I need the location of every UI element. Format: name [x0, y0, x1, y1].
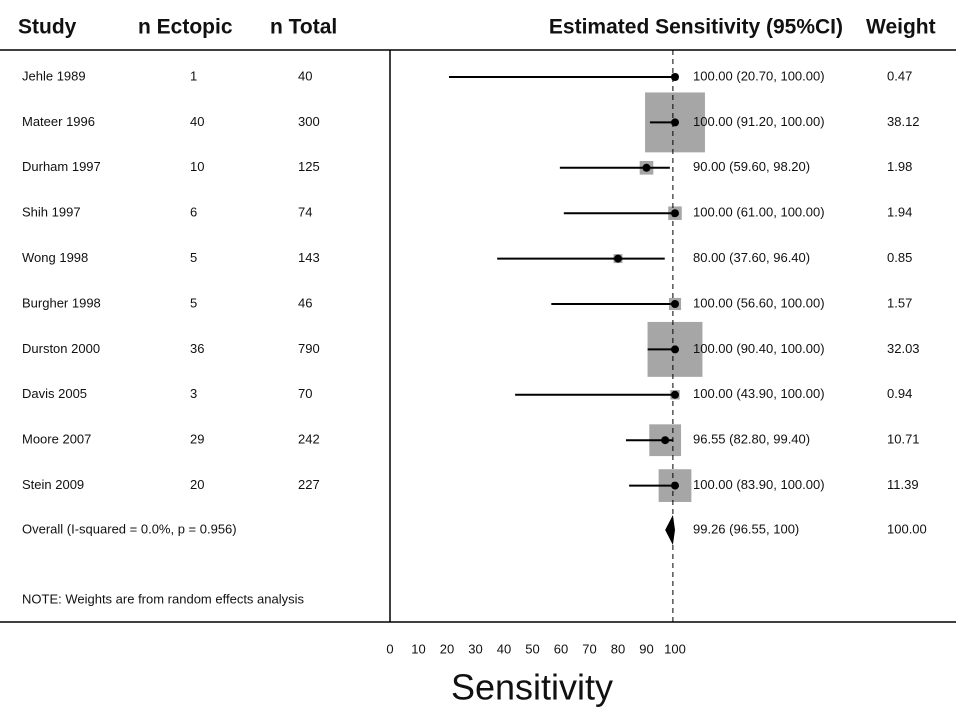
ci-label: 100.00 (83.90, 100.00) [693, 477, 825, 492]
weight-label: 1.57 [887, 295, 912, 310]
ci-label: 100.00 (20.70, 100.00) [693, 68, 825, 83]
study-name: Moore 2007 [22, 432, 91, 447]
n-ectopic: 1 [190, 68, 197, 83]
weight-label: 38.12 [887, 114, 920, 129]
n-ectopic: 20 [190, 477, 204, 492]
point-estimate [671, 390, 679, 399]
ci-label: 100.00 (56.60, 100.00) [693, 295, 825, 310]
study-name: Jehle 1989 [22, 68, 86, 83]
n-ectopic: 5 [190, 250, 197, 265]
weight-label: 0.85 [887, 250, 912, 265]
weight-label: 11.39 [887, 477, 919, 492]
weight-label: 1.94 [887, 205, 912, 220]
ci-label: 100.00 (90.40, 100.00) [693, 341, 825, 356]
x-tick-label: 80 [611, 641, 625, 656]
n-total: 790 [298, 341, 320, 356]
x-axis-label: Sensitivity [451, 667, 613, 708]
point-estimate [671, 481, 679, 490]
ci-label: 100.00 (43.90, 100.00) [693, 386, 825, 401]
study-name: Stein 2009 [22, 477, 84, 492]
weight-label: 0.47 [887, 68, 912, 83]
x-tick-label: 100 [664, 641, 686, 656]
ci-label: 100.00 (91.20, 100.00) [693, 114, 825, 129]
n-total: 46 [298, 295, 312, 310]
x-tick-label: 10 [411, 641, 425, 656]
column-header: n Ectopic [138, 16, 233, 39]
x-tick-label: 40 [497, 641, 511, 656]
x-tick-label: 70 [582, 641, 596, 656]
n-ectopic: 10 [190, 159, 204, 174]
point-estimate [671, 73, 679, 81]
study-name: Durham 1997 [22, 159, 101, 174]
n-total: 300 [298, 114, 320, 129]
x-tick-label: 30 [468, 641, 482, 656]
n-total: 242 [298, 432, 320, 447]
column-header: n Total [270, 16, 337, 39]
n-ectopic: 6 [190, 205, 197, 220]
point-estimate [671, 345, 679, 354]
study-name: Mateer 1996 [22, 114, 95, 129]
point-estimate [671, 209, 679, 218]
x-tick-label: 90 [639, 641, 653, 656]
ci-label: 90.00 (59.60, 98.20) [693, 159, 810, 174]
study-name: Burgher 1998 [22, 295, 101, 310]
n-ectopic: 29 [190, 432, 204, 447]
n-ectopic: 5 [190, 295, 197, 310]
study-name: Durston 2000 [22, 341, 100, 356]
ci-label: 100.00 (61.00, 100.00) [693, 205, 825, 220]
n-total: 125 [298, 159, 320, 174]
weight-label: 10.71 [887, 432, 920, 447]
overall-weight: 100.00 [887, 521, 927, 536]
note: NOTE: Weights are from random effects an… [22, 591, 305, 606]
x-tick-label: 20 [440, 641, 454, 656]
point-estimate [671, 300, 679, 308]
weight-label: 32.03 [887, 341, 920, 356]
overall-label: Overall (I-squared = 0.0%, p = 0.956) [22, 521, 237, 536]
weight-label: 1.98 [887, 159, 912, 174]
point-estimate [614, 254, 622, 263]
n-ectopic: 36 [190, 341, 204, 356]
overall-diamond [665, 515, 675, 545]
weight-label: 0.94 [887, 386, 912, 401]
point-estimate [671, 118, 679, 127]
x-tick-label: 0 [386, 641, 393, 656]
column-header: Study [18, 16, 77, 39]
n-ectopic: 3 [190, 386, 197, 401]
ci-label: 80.00 (37.60, 96.40) [693, 250, 810, 265]
column-header: Estimated Sensitivity (95%CI) [549, 16, 843, 39]
column-header: Weight [866, 16, 936, 39]
study-name: Wong 1998 [22, 250, 88, 265]
overall-ci-label: 99.26 (96.55, 100) [693, 521, 799, 536]
point-estimate [661, 436, 670, 445]
study-name: Davis 2005 [22, 386, 87, 401]
n-ectopic: 40 [190, 114, 204, 129]
x-tick-label: 50 [525, 641, 539, 656]
point-estimate [642, 163, 651, 172]
x-tick-label: 60 [554, 641, 568, 656]
n-total: 74 [298, 205, 312, 220]
n-total: 143 [298, 250, 320, 265]
n-total: 70 [298, 386, 312, 401]
ci-label: 96.55 (82.80, 99.40) [693, 432, 810, 447]
n-total: 40 [298, 68, 312, 83]
study-name: Shih 1997 [22, 205, 81, 220]
n-total: 227 [298, 477, 320, 492]
